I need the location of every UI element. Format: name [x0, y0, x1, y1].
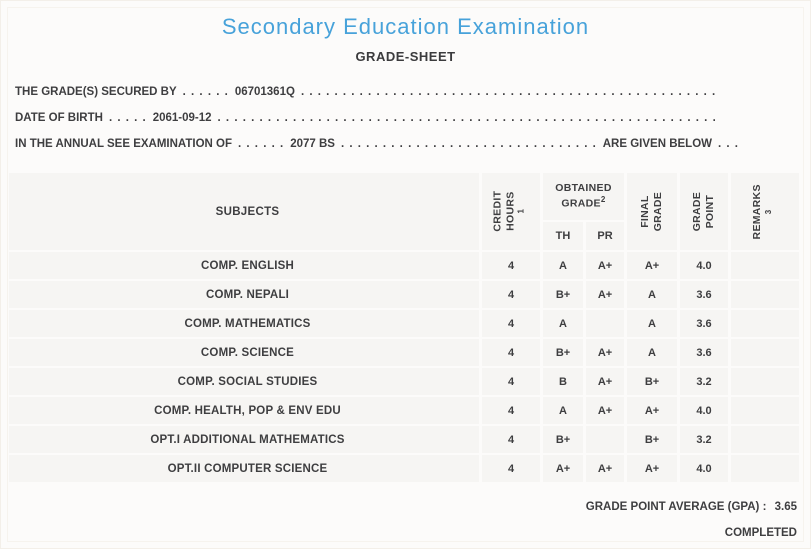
- dot-leader: . . . . .: [108, 112, 147, 124]
- final-grade-cell: A: [627, 339, 677, 366]
- date-of-birth-line: DATE OF BIRTH . . . . . 2061-09-12 . . .…: [15, 105, 715, 131]
- th-grade-cell: A: [543, 397, 583, 424]
- table-row: OPT.II COMPUTER SCIENCE 4 A+ A+ A+ 4.0: [9, 455, 799, 482]
- pr-grade-cell: [586, 310, 624, 337]
- col-header-credit-hours: CREDIT HOURS 1: [482, 173, 540, 250]
- grade-point-cell: 4.0: [680, 397, 728, 424]
- credit-hours-cell: 4: [482, 426, 540, 453]
- credit-hours-cell: 4: [482, 339, 540, 366]
- grade-point-cell: 3.6: [680, 339, 728, 366]
- final-grade-cell: A+: [627, 397, 677, 424]
- date-of-birth-label: DATE OF BIRTH: [15, 112, 103, 124]
- pr-grade-cell: A+: [586, 339, 624, 366]
- grade-point-cell: 3.2: [680, 426, 728, 453]
- table-row: COMP. MATHEMATICS 4 A A 3.6: [9, 310, 799, 337]
- final-grade-cell: A: [627, 281, 677, 308]
- pr-grade-cell: A+: [586, 252, 624, 279]
- remarks-cell: [731, 310, 799, 337]
- grade-point-cell: 4.0: [680, 455, 728, 482]
- th-grade-cell: B: [543, 368, 583, 395]
- pr-grade-cell: A+: [586, 397, 624, 424]
- grade-point-cell: 3.6: [680, 281, 728, 308]
- grade-point-cell: 3.2: [680, 368, 728, 395]
- secured-by-line: THE GRADE(S) SECURED BY . . . . . . 0670…: [15, 79, 715, 105]
- th-grade-cell: A: [543, 252, 583, 279]
- subject-cell: COMP. SOCIAL STUDIES: [9, 368, 479, 395]
- exam-year-value: 2077 BS: [290, 138, 335, 150]
- remarks-cell: [731, 281, 799, 308]
- grade-point-cell: 4.0: [680, 252, 728, 279]
- credit-hours-cell: 4: [482, 455, 540, 482]
- credit-hours-cell: 4: [482, 310, 540, 337]
- col-header-th: TH: [543, 222, 583, 250]
- final-grade-cell: A+: [627, 252, 677, 279]
- final-grade-cell: B+: [627, 426, 677, 453]
- final-grade-cell: B+: [627, 368, 677, 395]
- subject-cell: OPT.I ADDITIONAL MATHEMATICS: [9, 426, 479, 453]
- col-header-pr: PR: [586, 222, 624, 250]
- credit-hours-cell: 4: [482, 252, 540, 279]
- gpa-line: GRADE POINT AVERAGE (GPA) : 3.65: [1, 501, 810, 513]
- grade-sheet-heading: GRADE-SHEET: [355, 49, 456, 64]
- credit-hours-cell: 4: [482, 397, 540, 424]
- remarks-cell: [731, 455, 799, 482]
- th-grade-cell: B+: [543, 281, 583, 308]
- dot-leader: . . . . . . . . . . . . . . . . . . . . …: [340, 138, 597, 150]
- remarks-cell: [731, 339, 799, 366]
- pr-grade-cell: A+: [586, 455, 624, 482]
- remarks-cell: [731, 252, 799, 279]
- pr-grade-cell: [586, 426, 624, 453]
- credit-hours-cell: 4: [482, 281, 540, 308]
- col-header-obtained-grade: OBTAINED GRADE2: [543, 173, 624, 220]
- table-row: COMP. SOCIAL STUDIES 4 B A+ B+ 3.2: [9, 368, 799, 395]
- pr-grade-cell: A+: [586, 281, 624, 308]
- th-grade-cell: A+: [543, 455, 583, 482]
- table-row: OPT.I ADDITIONAL MATHEMATICS 4 B+ B+ 3.2: [9, 426, 799, 453]
- table-row: COMP. ENGLISH 4 A A+ A+ 4.0: [9, 252, 799, 279]
- subject-cell: COMP. NEPALI: [9, 281, 479, 308]
- pr-grade-cell: A+: [586, 368, 624, 395]
- col-header-final-grade: FINAL GRADE: [627, 173, 677, 250]
- subject-cell: COMP. MATHEMATICS: [9, 310, 479, 337]
- dot-leader: . . . . . .: [238, 138, 285, 150]
- th-grade-cell: B+: [543, 339, 583, 366]
- col-header-subjects: SUBJECTS: [9, 173, 479, 250]
- table-row: COMP. SCIENCE 4 B+ A+ A 3.6: [9, 339, 799, 366]
- gpa-label: GRADE POINT AVERAGE (GPA) :: [585, 501, 767, 513]
- grade-point-cell: 3.6: [680, 310, 728, 337]
- subject-cell: COMP. HEALTH, POP & ENV EDU: [9, 397, 479, 424]
- th-grade-cell: A: [543, 310, 583, 337]
- credit-hours-cell: 4: [482, 368, 540, 395]
- page-title: Secondary Education Examination: [221, 14, 590, 39]
- remarks-cell: [731, 397, 799, 424]
- candidate-id-value: 06701361Q: [234, 86, 295, 98]
- examination-label: IN THE ANNUAL SEE EXAMINATION OF: [15, 138, 233, 150]
- examination-line: IN THE ANNUAL SEE EXAMINATION OF . . . .…: [15, 131, 739, 157]
- col-header-grade-point: GRADE POINT: [680, 173, 728, 250]
- dot-leader: . . . . . . . . . . . . . . . . . . . . …: [300, 86, 715, 98]
- remarks-cell: [731, 426, 799, 453]
- table-row: COMP. NEPALI 4 B+ A+ A 3.6: [9, 281, 799, 308]
- final-grade-cell: A: [627, 310, 677, 337]
- are-given-below-label: ARE GIVEN BELOW: [602, 138, 713, 150]
- subject-cell: COMP. SCIENCE: [9, 339, 479, 366]
- subject-cell: OPT.II COMPUTER SCIENCE: [9, 455, 479, 482]
- dot-leader: . . . . . . . . . . . . . . . . . . . . …: [217, 112, 715, 124]
- grades-table: SUBJECTS CREDIT HOURS 1 OBTAINED GRADE2 FI…: [6, 171, 802, 484]
- date-of-birth-value: 2061-09-12: [152, 112, 212, 124]
- status-completed: COMPLETED: [724, 527, 797, 539]
- final-grade-cell: A+: [627, 455, 677, 482]
- remarks-cell: [731, 368, 799, 395]
- col-header-remarks: REMARKS 3: [731, 173, 799, 250]
- dot-leader: . . . . . .: [182, 86, 229, 98]
- th-grade-cell: B+: [543, 426, 583, 453]
- gpa-value: 3.65: [774, 501, 797, 513]
- candidate-info: THE GRADE(S) SECURED BY . . . . . . 0670…: [15, 79, 796, 157]
- dot-leader: . . .: [718, 138, 739, 150]
- subject-cell: COMP. ENGLISH: [9, 252, 479, 279]
- secured-by-label: THE GRADE(S) SECURED BY: [15, 86, 177, 98]
- table-row: COMP. HEALTH, POP & ENV EDU 4 A A+ A+ 4.…: [9, 397, 799, 424]
